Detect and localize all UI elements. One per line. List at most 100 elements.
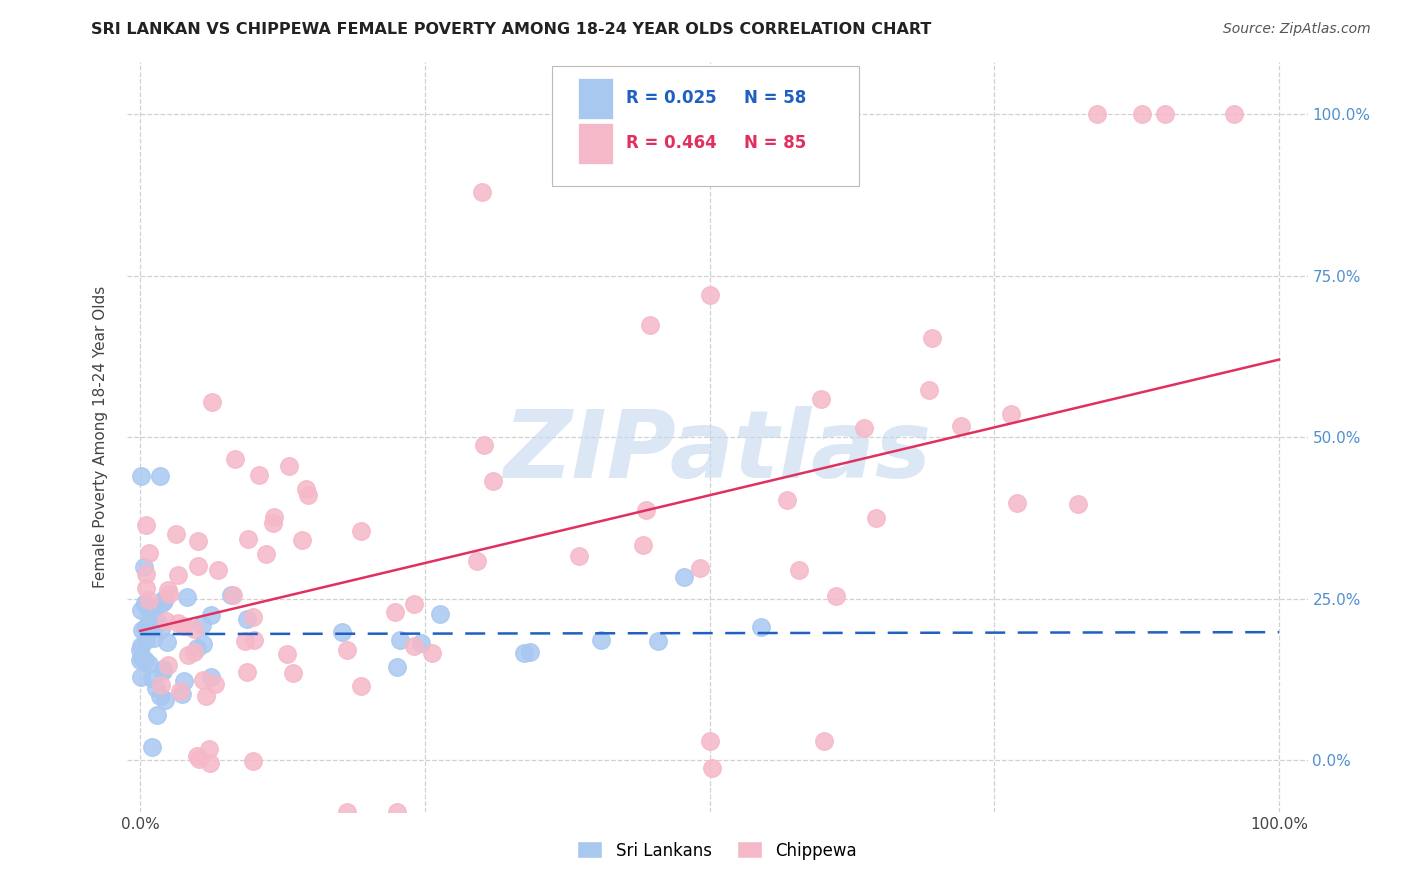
Chippewa	[236, 532, 259, 546]
Sri Lankans	[149, 468, 172, 483]
Sri Lankans	[131, 651, 153, 665]
Sri Lankans	[191, 618, 214, 632]
Chippewa	[187, 533, 209, 548]
Chippewa	[195, 689, 218, 703]
Chippewa	[1005, 496, 1028, 510]
Chippewa	[420, 646, 443, 660]
Chippewa	[336, 805, 359, 819]
Chippewa	[640, 318, 662, 332]
Sri Lankans	[136, 617, 159, 632]
Sri Lankans	[156, 635, 179, 649]
Chippewa	[155, 614, 177, 628]
Chippewa	[156, 658, 179, 673]
Chippewa	[1154, 107, 1177, 121]
Chippewa	[188, 752, 211, 766]
Chippewa	[921, 331, 943, 345]
Sri Lankans	[132, 560, 155, 574]
Sri Lankans	[138, 657, 160, 672]
Chippewa	[689, 560, 711, 574]
Sri Lankans	[134, 596, 156, 610]
Chippewa	[262, 516, 284, 531]
Chippewa	[167, 616, 190, 631]
Chippewa	[167, 568, 190, 582]
Chippewa	[187, 559, 209, 574]
Sri Lankans	[152, 664, 174, 678]
Chippewa	[336, 642, 359, 657]
Sri Lankans	[131, 624, 153, 638]
Chippewa	[207, 563, 229, 577]
Text: R = 0.464: R = 0.464	[626, 135, 717, 153]
Chippewa	[243, 633, 266, 648]
Sri Lankans	[153, 693, 176, 707]
Sri Lankans	[134, 653, 156, 667]
Chippewa	[1000, 407, 1022, 421]
Chippewa	[1085, 107, 1108, 121]
Chippewa	[277, 458, 299, 473]
Chippewa	[918, 383, 941, 397]
Chippewa	[222, 588, 245, 602]
Chippewa	[135, 581, 157, 595]
Chippewa	[201, 395, 224, 409]
Chippewa	[350, 524, 373, 538]
Chippewa	[385, 805, 408, 819]
Text: N = 85: N = 85	[744, 135, 807, 153]
Chippewa	[699, 733, 721, 747]
Chippewa	[384, 605, 406, 619]
Text: N = 58: N = 58	[744, 89, 807, 107]
Chippewa	[156, 583, 179, 598]
Chippewa	[568, 549, 591, 564]
Sri Lankans	[152, 662, 174, 676]
Chippewa	[776, 493, 799, 508]
Chippewa	[1067, 497, 1090, 511]
Chippewa	[1222, 107, 1244, 121]
Chippewa	[183, 645, 205, 659]
Sri Lankans	[141, 740, 163, 755]
Chippewa	[198, 756, 221, 770]
Chippewa	[157, 586, 180, 600]
Sri Lankans	[519, 645, 541, 659]
Sri Lankans	[129, 642, 152, 657]
Legend: Sri Lankans, Chippewa: Sri Lankans, Chippewa	[578, 841, 856, 860]
Chippewa	[165, 527, 187, 541]
Chippewa	[138, 545, 160, 559]
Chippewa	[236, 665, 259, 679]
Sri Lankans	[647, 633, 669, 648]
Chippewa	[224, 451, 246, 466]
FancyBboxPatch shape	[551, 66, 859, 186]
Sri Lankans	[143, 603, 166, 617]
Text: Source: ZipAtlas.com: Source: ZipAtlas.com	[1223, 22, 1371, 37]
Sri Lankans	[129, 671, 152, 685]
Chippewa	[402, 639, 425, 653]
Chippewa	[242, 609, 264, 624]
Chippewa	[247, 468, 270, 483]
Sri Lankans	[135, 632, 157, 647]
Chippewa	[636, 503, 658, 517]
Text: ZIPatlas: ZIPatlas	[503, 406, 931, 498]
Chippewa	[263, 509, 285, 524]
Chippewa	[197, 741, 219, 756]
Chippewa	[1132, 107, 1154, 121]
Sri Lankans	[751, 620, 773, 634]
Sri Lankans	[146, 707, 169, 722]
Sri Lankans	[186, 641, 208, 656]
Chippewa	[186, 749, 208, 764]
Sri Lankans	[388, 632, 411, 647]
Sri Lankans	[141, 671, 163, 685]
Sri Lankans	[153, 594, 176, 608]
Chippewa	[291, 533, 314, 548]
FancyBboxPatch shape	[578, 123, 613, 164]
Sri Lankans	[512, 646, 534, 660]
Sri Lankans	[141, 607, 163, 621]
Chippewa	[813, 733, 835, 747]
Chippewa	[135, 567, 157, 582]
Chippewa	[297, 488, 319, 502]
Chippewa	[810, 392, 832, 406]
Sri Lankans	[219, 588, 242, 602]
Sri Lankans	[170, 687, 193, 701]
Y-axis label: Female Poverty Among 18-24 Year Olds: Female Poverty Among 18-24 Year Olds	[93, 286, 108, 588]
Sri Lankans	[176, 591, 198, 605]
FancyBboxPatch shape	[578, 78, 613, 119]
Chippewa	[295, 482, 318, 496]
Chippewa	[193, 673, 215, 688]
Sri Lankans	[149, 689, 172, 703]
